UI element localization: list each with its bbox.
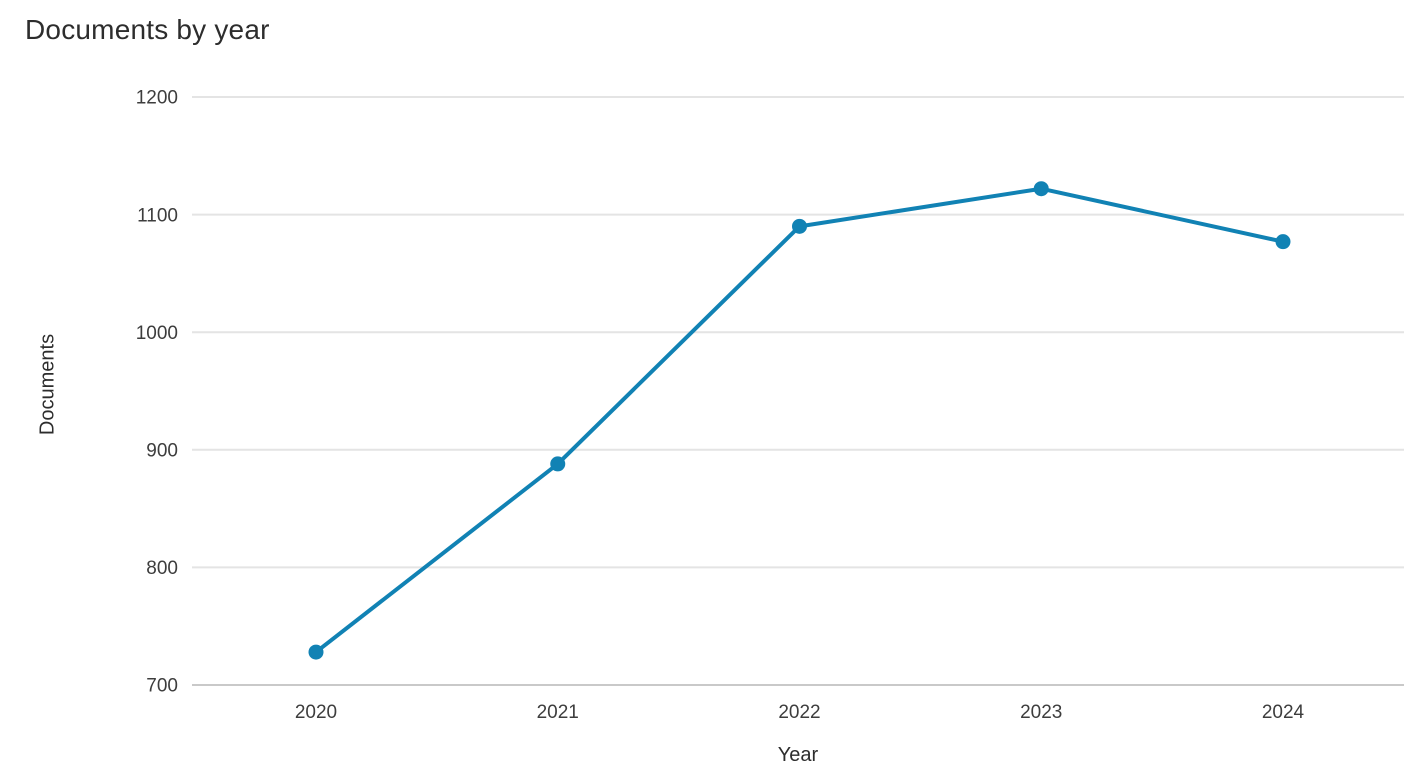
y-tick-labels: 1200 1100 1000 900 800 700 [136,88,178,697]
x-tick-labels: 2020 2021 2022 2023 2024 [295,702,1305,723]
data-point-2020[interactable] [308,644,324,660]
y-tick-label: 700 [146,676,178,697]
data-point-2023[interactable] [1033,181,1049,197]
x-tick-label: 2024 [1262,702,1305,723]
y-tick-label: 900 [146,440,178,461]
series-layer [308,181,1291,660]
y-tick-label: 1200 [136,88,178,109]
chart-title: Documents by year [25,14,270,45]
y-tick-label: 1100 [137,205,178,226]
data-line [314,186,1285,655]
data-point-2024[interactable] [1275,234,1291,250]
data-point-2021[interactable] [550,456,566,472]
x-tick-label: 2020 [295,702,337,723]
y-tick-label: 800 [146,558,178,579]
data-point-2022[interactable] [792,218,807,234]
y-tick-label: 1000 [136,323,178,344]
x-axis-title: Year [777,744,819,766]
gridlines [192,96,1404,686]
x-tick-label: 2023 [1020,702,1062,723]
x-tick-label: 2022 [778,702,820,723]
x-tick-label: 2021 [537,702,579,723]
